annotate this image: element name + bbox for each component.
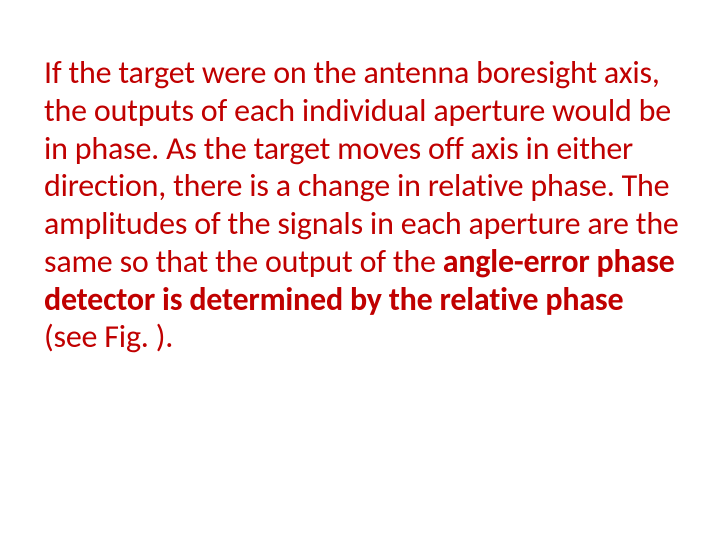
text-run-3: (see Fig. ).	[44, 317, 173, 356]
body-paragraph: If the target were on the antenna boresi…	[44, 54, 682, 356]
slide: If the target were on the antenna boresi…	[0, 0, 720, 540]
